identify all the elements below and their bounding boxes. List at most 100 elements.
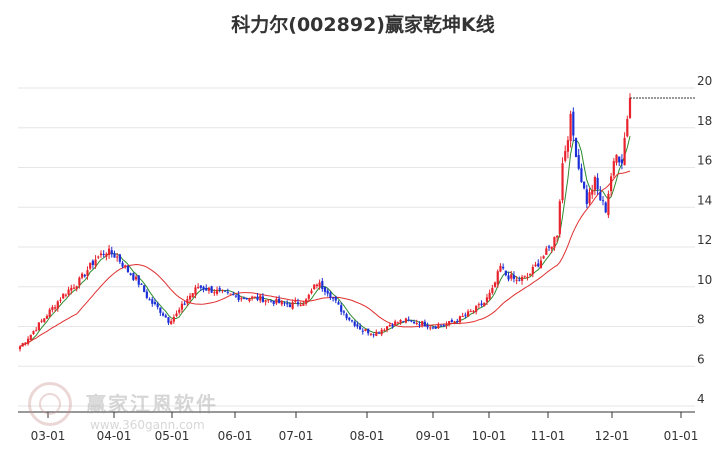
candle-body	[577, 155, 580, 169]
candle	[215, 286, 219, 296]
candle-body	[315, 284, 319, 287]
candle	[118, 253, 121, 264]
candle-body	[331, 297, 335, 299]
candle-body	[202, 286, 205, 290]
candle-body	[167, 317, 170, 323]
candle-body	[248, 298, 251, 302]
candle-body	[442, 324, 445, 326]
candle-body	[188, 295, 192, 300]
candle-body	[310, 290, 313, 294]
candle-body	[488, 292, 491, 299]
candle-body	[183, 303, 186, 305]
candle	[89, 262, 92, 270]
candle-body	[207, 287, 211, 291]
candle-body	[464, 314, 467, 316]
candle-body	[64, 294, 67, 296]
candle	[383, 328, 386, 332]
candle	[547, 244, 551, 251]
candle	[439, 324, 443, 327]
candle-body	[520, 276, 524, 281]
candle-body	[542, 256, 545, 259]
candle-body	[599, 191, 602, 201]
candle	[499, 263, 502, 273]
candle	[399, 319, 402, 325]
candle-body	[529, 273, 532, 276]
candle	[626, 115, 629, 138]
candle-body	[550, 246, 553, 249]
watermark-text: 赢家江恩软件	[86, 392, 218, 416]
candle	[186, 295, 189, 307]
candle	[53, 304, 57, 313]
candle-body	[62, 293, 65, 299]
candle-body	[205, 288, 208, 291]
candle	[37, 322, 40, 331]
candle-body	[628, 97, 632, 119]
candle	[129, 272, 132, 276]
candle-body	[256, 296, 259, 300]
candle	[178, 307, 181, 315]
candle	[475, 305, 478, 315]
candle	[70, 284, 73, 295]
candle	[539, 256, 543, 269]
candle-body	[170, 321, 173, 325]
candle	[210, 285, 213, 294]
candle-body	[121, 262, 124, 267]
candle	[615, 154, 618, 166]
candle-body	[369, 333, 372, 335]
candle-body	[504, 270, 507, 276]
candle	[62, 293, 65, 299]
candle	[26, 336, 30, 346]
candle	[458, 315, 462, 325]
candle	[296, 298, 300, 307]
candle	[337, 300, 340, 305]
candle-body	[431, 327, 435, 329]
candle	[542, 255, 545, 260]
candle	[172, 314, 175, 324]
candle-body	[448, 321, 451, 326]
candle	[86, 266, 89, 280]
candle-body	[159, 307, 162, 313]
candle-body	[40, 320, 43, 322]
y-tick-label: 6	[697, 352, 705, 366]
candle-body	[545, 248, 548, 255]
candle-body	[556, 236, 559, 238]
candle	[431, 326, 435, 330]
candle-body	[99, 253, 103, 256]
candle	[358, 323, 362, 330]
candle-body	[423, 321, 426, 327]
candle-body	[126, 266, 130, 272]
candle-body	[404, 318, 408, 323]
candle	[507, 271, 510, 282]
candle-body	[361, 330, 364, 332]
candle	[545, 246, 548, 255]
candle	[604, 201, 607, 214]
candle-body	[224, 290, 227, 292]
candle-body	[107, 248, 111, 256]
candle-body	[164, 315, 167, 318]
candle	[126, 264, 130, 274]
candle-body	[618, 156, 621, 163]
candle-body	[86, 270, 89, 276]
candle	[205, 284, 208, 291]
candle	[483, 302, 486, 307]
candle	[83, 273, 86, 278]
candle-body	[394, 321, 397, 326]
candle	[493, 281, 497, 288]
candle-body	[78, 277, 81, 286]
candle-body	[272, 300, 275, 304]
candle	[315, 283, 319, 289]
candle	[510, 270, 513, 281]
candle-body	[561, 163, 564, 201]
candle	[242, 296, 246, 300]
candle	[618, 156, 621, 167]
candle	[345, 312, 348, 321]
candle-body	[89, 262, 92, 269]
candle	[318, 279, 321, 290]
candle	[91, 259, 94, 269]
watermark-seal-icon	[28, 382, 72, 426]
candle	[259, 293, 262, 303]
y-tick-label: 8	[697, 313, 705, 327]
candle-body	[94, 259, 97, 266]
candle	[412, 319, 416, 325]
candle	[226, 288, 229, 295]
